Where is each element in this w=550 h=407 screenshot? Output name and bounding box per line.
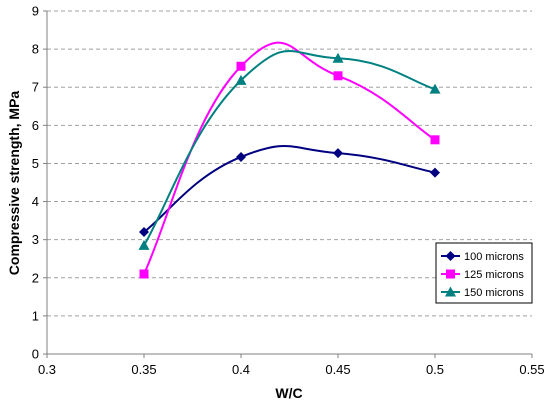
series-line-1 bbox=[143, 41, 436, 275]
series-line-0 bbox=[143, 144, 436, 233]
x-axis-title: W/C bbox=[275, 385, 302, 401]
data-point-2-3 bbox=[429, 83, 441, 94]
legend-marker-0 bbox=[445, 251, 456, 261]
y-tick-label-8: 8 bbox=[32, 42, 39, 57]
series-lines bbox=[143, 41, 436, 275]
data-point-2-1 bbox=[235, 74, 247, 85]
y-tick-label-6: 6 bbox=[32, 118, 39, 133]
data-point-0-3 bbox=[430, 167, 440, 178]
x-tick-label-1: 0.35 bbox=[131, 362, 156, 377]
series-line-2 bbox=[143, 49, 436, 246]
x-tick-label-4: 0.5 bbox=[426, 362, 444, 377]
y-tick-label-7: 7 bbox=[32, 80, 39, 95]
x-tick-label-0: 0.3 bbox=[38, 362, 56, 377]
data-point-1-2 bbox=[333, 71, 343, 81]
data-point-0-1 bbox=[236, 151, 246, 162]
legend: 100 microns 125 microns 150 microns bbox=[435, 242, 533, 304]
legend-marker-1 bbox=[446, 269, 455, 279]
data-point-2-2 bbox=[332, 52, 344, 63]
data-point-0-0 bbox=[139, 227, 149, 238]
legend-label-0: 100 microns bbox=[464, 251, 524, 263]
data-point-0-2 bbox=[333, 148, 343, 159]
legend-label-2: 150 microns bbox=[464, 287, 524, 299]
legend-label-1: 125 microns bbox=[464, 269, 524, 281]
grid-lines bbox=[47, 10, 532, 317]
x-tick-label-2: 0.4 bbox=[232, 362, 250, 377]
y-tick-label-4: 4 bbox=[32, 194, 39, 209]
x-tick-label-5: 0.55 bbox=[519, 362, 544, 377]
data-markers bbox=[138, 52, 441, 279]
data-point-1-0 bbox=[139, 269, 149, 279]
tick-labels: 0 1 2 3 4 5 6 7 8 9 0.3 0.35 0.4 0.45 0.5 0.55 bbox=[32, 4, 545, 378]
y-tick-label-2: 2 bbox=[32, 270, 39, 285]
data-point-1-1 bbox=[236, 61, 246, 71]
data-point-2-0 bbox=[138, 239, 150, 250]
y-tick-label-1: 1 bbox=[32, 308, 39, 323]
data-point-1-3 bbox=[430, 135, 440, 145]
y-tick-label-9: 9 bbox=[32, 4, 39, 19]
y-tick-label-5: 5 bbox=[32, 156, 39, 171]
axes bbox=[43, 10, 533, 358]
x-tick-label-3: 0.45 bbox=[325, 362, 350, 377]
y-axis-title: Compressive strength, MPa bbox=[6, 91, 22, 276]
y-tick-label-0: 0 bbox=[32, 347, 39, 362]
y-tick-label-3: 3 bbox=[32, 232, 39, 247]
legend-marker-2 bbox=[445, 286, 456, 297]
